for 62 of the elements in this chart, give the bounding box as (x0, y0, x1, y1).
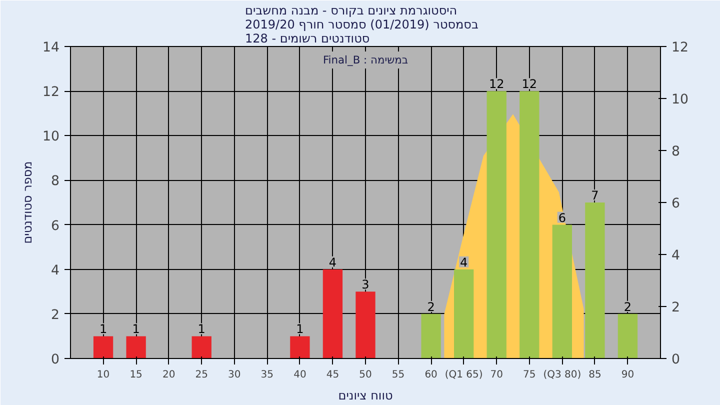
y2-tick-label: 12 (672, 40, 688, 56)
bar (520, 91, 540, 358)
x-tick-label: 30 (228, 370, 241, 380)
bar (454, 269, 474, 358)
y2-tick-label: 6 (672, 196, 680, 212)
annotation: Final_B : במשימה (322, 54, 408, 66)
x-tick-label: 25 (195, 370, 208, 380)
y2-tick-label: 2 (672, 300, 680, 316)
x-tick-label: 90 (621, 370, 634, 380)
x-tick-label: 50 (359, 370, 372, 380)
x-tick-label: (Q3 80) (543, 370, 582, 380)
x-tick-label: 35 (260, 370, 274, 380)
data-label: 2 (624, 300, 632, 314)
x-tick-label: 70 (490, 370, 503, 380)
data-label: 3 (362, 278, 370, 292)
x-tick-label: 40 (294, 370, 306, 380)
data-label: 12 (488, 77, 504, 92)
bar (618, 314, 638, 358)
x-tick-label: (Q1 65) (444, 370, 483, 380)
y-axis-title: מספר סטודנטים (20, 161, 35, 244)
x-tick-label: 60 (424, 370, 438, 380)
x-axis-title: טווח ציונים (338, 388, 393, 402)
y-tick-label: 4 (51, 263, 60, 278)
bar (93, 336, 114, 358)
data-label: 4 (328, 255, 337, 270)
x-tick-label: 10 (96, 370, 110, 380)
bar (421, 314, 441, 358)
y-tick-label: 6 (51, 218, 60, 234)
x-tick-label: 55 (392, 370, 405, 380)
bar (486, 91, 506, 358)
bar (126, 336, 146, 358)
data-label: 2 (427, 300, 435, 314)
data-label: 6 (558, 210, 566, 225)
bar (192, 336, 212, 358)
x-tick-label: 20 (162, 370, 176, 380)
y-tick-label: 10 (42, 130, 60, 145)
bar (552, 224, 572, 358)
x-tick-label: 85 (588, 370, 602, 380)
y2-tick-label: 10 (672, 92, 688, 108)
y-tick-label: 8 (51, 174, 60, 190)
y2-tick-label: 4 (672, 248, 680, 264)
bar (322, 269, 343, 358)
data-label: 1 (296, 322, 304, 336)
bar (585, 202, 605, 358)
y-tick-label: 12 (42, 85, 60, 100)
bar (356, 292, 376, 358)
bar (290, 336, 310, 358)
chart-title: היסטוגרמת ציונים בקורס - מבנה מחשבים בסמסטר (01/2019) סמסטר חורף 2019/20 סטודנטים רשומים - 128 (244, 4, 478, 46)
data-label: 12 (522, 77, 538, 92)
y-tick-label: 0 (51, 352, 60, 368)
x-tick-label: 75 (523, 370, 536, 380)
data-label: 1 (99, 322, 108, 336)
x-tick-label: 15 (130, 370, 142, 380)
y-tick-label: 14 (42, 40, 60, 56)
data-label: 1 (132, 322, 140, 336)
data-label: 1 (198, 322, 206, 336)
data-label: 4 (460, 255, 468, 270)
x-tick-label: 45 (326, 370, 340, 380)
y-tick-label: 2 (51, 308, 60, 323)
y2-tick-label: 0 (672, 352, 680, 368)
data-label: 7 (591, 188, 599, 202)
y2-tick-label: 8 (672, 144, 680, 160)
